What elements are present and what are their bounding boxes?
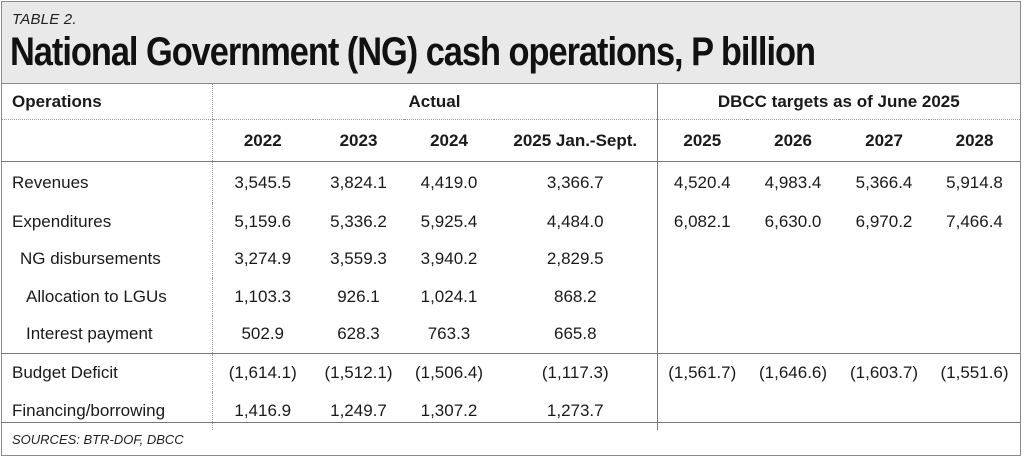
cell: 7,466.4 xyxy=(946,211,1003,231)
row-label: Budget Deficit xyxy=(2,353,212,392)
cell xyxy=(929,278,1020,316)
cell: 4,419.0 xyxy=(420,172,478,192)
year-header: 2024 xyxy=(404,119,494,162)
cell: 665.8 xyxy=(553,324,597,344)
cell: 1,249.7 xyxy=(330,400,387,420)
cell: 4,520.4 xyxy=(656,161,748,203)
cell: 5,366.4 xyxy=(855,172,913,192)
year-header: 2028 xyxy=(929,119,1021,162)
cell xyxy=(747,278,839,316)
cell xyxy=(656,240,748,278)
cell: 3,545.5 xyxy=(211,161,313,203)
cell: 1,307.2 xyxy=(420,400,478,420)
year-header: 2023 xyxy=(313,119,404,162)
year-header: 2025 Jan.-Sept. xyxy=(494,119,658,162)
cell: 3,940.2 xyxy=(420,249,478,269)
table-header-band: TABLE 2. National Government (NG) cash o… xyxy=(2,2,1020,84)
cell: 868.2 xyxy=(553,286,597,306)
sources-footer: SOURCES: BTR-DOF, DBCC xyxy=(2,422,1020,457)
cell: (1,646.6) xyxy=(747,353,840,392)
table-title: National Government (NG) cash operations… xyxy=(10,30,816,74)
table-row: NG disbursements 3,274.9 3,559.3 3,940.2… xyxy=(2,240,1020,279)
table-row: Revenues 3,545.5 3,824.1 4,419.0 3,366.7… xyxy=(2,161,1020,203)
cell xyxy=(747,316,839,354)
cell xyxy=(839,241,929,279)
cell: 6,630.0 xyxy=(764,211,822,231)
actual-header: Actual xyxy=(211,84,658,120)
cell: 1,416.9 xyxy=(211,392,313,430)
cell: 4,484.0 xyxy=(546,211,604,231)
year-header: 2022 xyxy=(211,119,313,162)
cell xyxy=(839,278,929,316)
cell: 5,925.4 xyxy=(420,211,478,231)
cell xyxy=(656,315,748,354)
table-row: Interest payment 502.9 628.3 763.3 665.8 xyxy=(2,315,1020,354)
operations-header: Operations xyxy=(2,84,212,120)
cell: 3,824.1 xyxy=(330,172,387,192)
cell: 5,336.2 xyxy=(330,211,387,231)
cell: 5,159.6 xyxy=(211,203,313,241)
row-label: NG disbursements xyxy=(20,249,161,269)
cell: 628.3 xyxy=(337,324,380,344)
cell: 926.1 xyxy=(337,286,380,306)
cell: 1,024.1 xyxy=(420,286,478,306)
year-header: 2026 xyxy=(747,119,840,162)
cell xyxy=(656,278,748,316)
cell xyxy=(929,316,1020,354)
cell xyxy=(656,392,748,430)
sources-note: SOURCES: BTR-DOF, DBCC xyxy=(12,432,184,447)
cell xyxy=(929,241,1020,279)
cell: 5,914.8 xyxy=(946,172,1003,192)
row-label: Allocation to LGUs xyxy=(26,286,167,306)
cell: (1,506.4) xyxy=(404,353,494,392)
cell: (1,614.1) xyxy=(211,353,313,392)
cash-operations-table: Operations Actual DBCC targets as of Jun… xyxy=(2,84,1021,430)
cell: 763.3 xyxy=(427,324,471,344)
table-row: Budget Deficit (1,614.1) (1,512.1) (1,50… xyxy=(2,353,1021,392)
cell: 502.9 xyxy=(211,315,313,354)
cell: 3,274.9 xyxy=(211,240,313,278)
table-row: Allocation to LGUs 1,103.3 926.1 1,024.1… xyxy=(2,278,1020,316)
table-label: TABLE 2. xyxy=(12,11,77,28)
row-label: Expenditures xyxy=(12,211,112,231)
cell xyxy=(839,316,929,354)
row-label: Financing/borrowing xyxy=(12,400,166,420)
cell: 2,829.5 xyxy=(546,249,604,269)
year-header: 2025 xyxy=(656,119,748,162)
row-label: Interest payment xyxy=(26,324,153,344)
row-label: Revenues xyxy=(12,172,89,192)
cell xyxy=(747,241,839,279)
year-header: 2027 xyxy=(839,119,930,162)
targets-header: DBCC targets as of June 2025 xyxy=(656,84,1021,120)
operations-header-blank xyxy=(2,119,212,162)
cell: (1,603.7) xyxy=(839,353,930,392)
cell: (1,117.3) xyxy=(494,353,658,392)
cell: (1,512.1) xyxy=(313,353,404,392)
header-row-years: 2022 2023 2024 2025 Jan.-Sept. 2025 2026… xyxy=(2,119,1021,162)
cell: (1,551.6) xyxy=(929,353,1021,392)
cell: 6,970.2 xyxy=(855,211,913,231)
header-row-groups: Operations Actual DBCC targets as of Jun… xyxy=(2,84,1021,120)
cell: 1,103.3 xyxy=(211,278,313,316)
cell: 3,559.3 xyxy=(330,249,387,269)
cell: 1,273.7 xyxy=(546,400,604,420)
cell: 4,983.4 xyxy=(764,172,822,192)
cell: 6,082.1 xyxy=(656,203,748,241)
cell: 3,366.7 xyxy=(546,172,604,192)
table-row: Financing/borrowing 1,416.9 1,249.7 1,30… xyxy=(2,392,1020,430)
table-row: Expenditures 5,159.6 5,336.2 5,925.4 4,4… xyxy=(2,203,1020,241)
cell: (1,561.7) xyxy=(656,353,748,392)
